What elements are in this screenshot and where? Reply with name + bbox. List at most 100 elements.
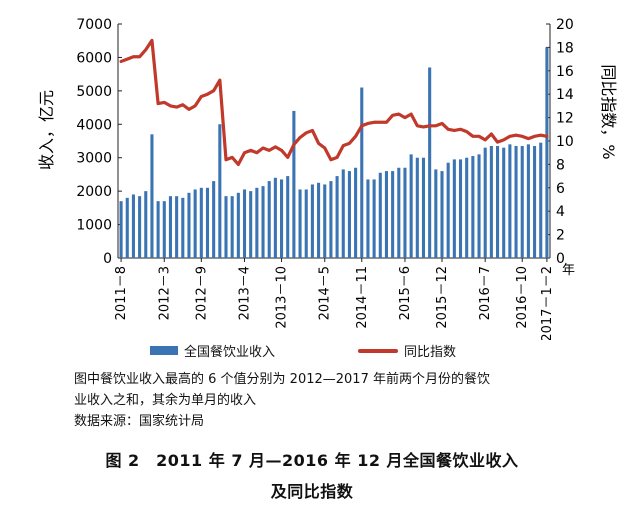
bar	[526, 144, 530, 258]
bar	[335, 176, 339, 258]
y-left-tick-label: 2000	[76, 184, 112, 200]
bar	[181, 197, 185, 258]
y-right-tick-label: 14	[556, 87, 574, 103]
bar	[446, 162, 450, 258]
bar	[205, 187, 210, 258]
y-right-tick-label: 18	[556, 40, 574, 56]
x-tick-label: 2013－10	[275, 266, 290, 329]
x-tick-label: 2012－3	[157, 266, 172, 320]
bar	[391, 171, 395, 258]
y-right-tick-label: 8	[556, 157, 565, 173]
x-tick-label: 2017－1－2	[540, 266, 555, 340]
x-axis-unit: 年	[562, 263, 575, 278]
y-right-tick-label: 12	[556, 111, 574, 127]
legend-label-index: 同比指数	[404, 345, 457, 360]
bar	[242, 189, 247, 258]
bar	[434, 169, 438, 258]
bar	[384, 171, 388, 258]
x-tick-label: 2011－8	[114, 266, 129, 320]
bar	[483, 147, 487, 258]
y-right-tick-label: 20	[556, 17, 574, 33]
bar	[323, 184, 327, 258]
bar	[341, 169, 345, 258]
legend-item-income: 全国餐饮业收入	[150, 341, 275, 360]
bar	[175, 196, 179, 258]
y-right-tick-label: 0	[556, 251, 565, 267]
chart-source: 数据来源：国家统计局	[74, 414, 205, 429]
bar	[304, 189, 308, 258]
y-left-tick-label: 3000	[76, 151, 112, 167]
bar	[298, 189, 302, 258]
bar	[378, 172, 382, 258]
y-left-tick-label: 6000	[76, 50, 112, 66]
y-right-tick-label: 10	[556, 134, 574, 150]
bar	[212, 181, 216, 258]
bar	[230, 196, 234, 258]
bar	[545, 47, 549, 259]
y-axis-right-label: 同比指数，%	[599, 64, 618, 159]
bar	[236, 192, 240, 258]
y-left-tick-label: 1000	[76, 218, 112, 234]
bar	[267, 181, 271, 258]
bar	[119, 201, 123, 258]
bar	[465, 157, 469, 258]
bar	[354, 167, 358, 258]
bar	[261, 186, 265, 258]
bar	[514, 146, 518, 258]
line-series	[119, 38, 549, 166]
bar	[280, 179, 284, 258]
y-right-tick-label: 16	[556, 64, 574, 80]
bar	[218, 124, 222, 259]
bar	[199, 187, 203, 258]
bar	[458, 159, 463, 258]
bar	[224, 196, 228, 258]
y-left-tick-label: 7000	[76, 17, 112, 33]
bar	[471, 156, 475, 258]
bar	[372, 179, 376, 258]
x-tick-label: 2012－9	[194, 266, 209, 320]
bar	[150, 134, 154, 258]
bar	[496, 146, 500, 258]
bar	[452, 159, 456, 258]
legend-label-income: 全国餐饮业收入	[184, 345, 276, 360]
legend-item-index: 同比指数	[358, 341, 456, 360]
bar	[249, 191, 253, 258]
bar	[317, 182, 321, 258]
chart-note-line1: 图中餐饮业收入最高的 6 个值分别为 2012—2017 年前两个月份的餐饮	[74, 372, 490, 387]
bar	[310, 184, 314, 258]
chart-axes: 0 1000 2000 3000 4000 5000 6000 7000 0 2 4 6 8 10 12 14…	[76, 17, 574, 340]
bar	[533, 146, 537, 258]
bar	[168, 196, 172, 258]
y-left-tick-label: 5000	[76, 84, 112, 100]
x-tick-label: 2014－5	[318, 266, 333, 320]
bar	[138, 196, 142, 258]
bar	[131, 194, 135, 258]
x-tick-label: 2014－11	[355, 266, 370, 329]
legend-bar-swatch	[150, 346, 178, 355]
figure-caption-line2: 及同比指数	[270, 482, 354, 501]
index-line	[119, 38, 549, 166]
y-right-tick-label: 2	[556, 228, 565, 244]
bar	[409, 154, 413, 258]
bar	[162, 201, 166, 258]
x-tick-label: 2016－10	[515, 266, 530, 329]
bar	[187, 192, 191, 258]
bar	[193, 189, 197, 258]
bar	[292, 110, 296, 259]
y-right-tick-label: 6	[556, 181, 565, 197]
y-axis-left-label: 收入，亿元	[37, 90, 56, 170]
y-right-tick-label: 4	[556, 204, 565, 220]
x-tick-label: 2013－4	[238, 266, 253, 320]
bar	[286, 176, 290, 258]
bar	[440, 171, 444, 258]
bar	[273, 177, 277, 258]
bar	[428, 67, 432, 258]
bar	[539, 142, 543, 258]
bar	[347, 171, 351, 258]
bar	[397, 167, 401, 258]
bar	[255, 187, 259, 258]
bar	[366, 179, 370, 258]
x-tick-label: 2015－12	[435, 266, 450, 329]
bar-series	[119, 47, 549, 259]
x-tick-label: 2016－7	[478, 266, 493, 320]
